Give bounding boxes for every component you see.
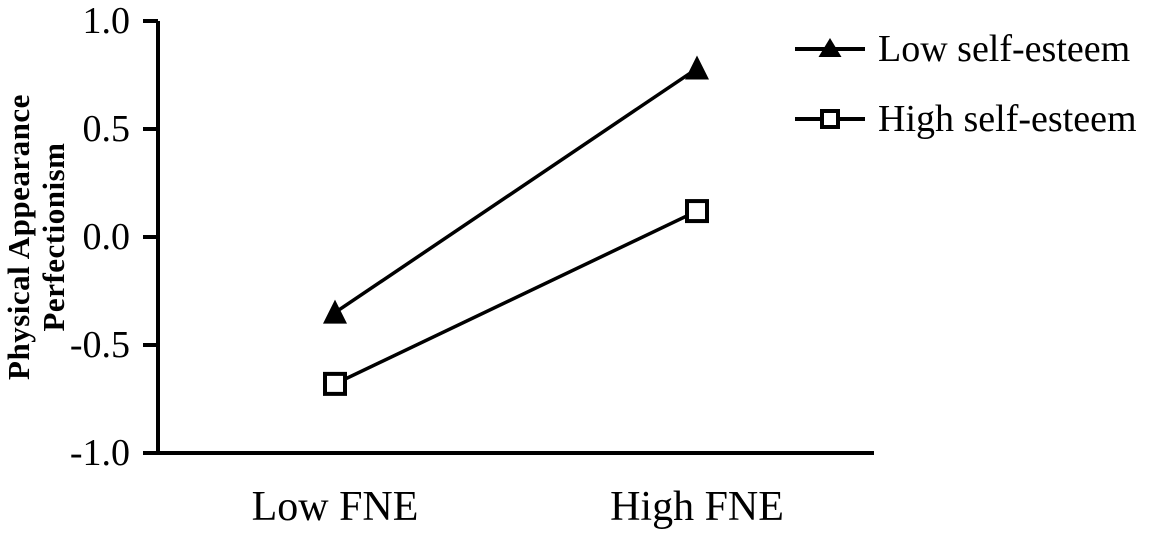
y-tick-label-0.0: 0.0: [82, 216, 131, 258]
data-point-triangle-High FNE: [685, 55, 709, 80]
data-point-square-Low FNE: [323, 371, 347, 396]
data-point-triangle-Low FNE: [323, 299, 347, 324]
legend-item-low-self-esteem: Low self-esteem: [795, 20, 1137, 78]
x-category-label-high-fne: High FNE: [610, 484, 784, 530]
filled-triangle-marker-icon: [795, 38, 865, 57]
y-tick-label-1.0: 1.0: [82, 0, 131, 42]
y-tick-label-0.5: 0.5: [82, 108, 131, 150]
open-square-marker-icon: [795, 109, 865, 129]
legend: Low self-esteem High self-esteem: [795, 20, 1137, 148]
series-line-1: [334, 209, 698, 386]
y-tick-label--1.0: -1.0: [69, 432, 130, 474]
series-line-0: [334, 67, 698, 315]
legend-item-high-self-esteem: High self-esteem: [795, 90, 1137, 148]
y-tick-label--0.5: -0.5: [69, 324, 130, 366]
legend-label-low-self-esteem: Low self-esteem: [878, 28, 1131, 70]
legend-label-high-self-esteem: High self-esteem: [878, 98, 1137, 140]
x-category-label-low-fne: Low FNE: [251, 484, 419, 530]
data-point-square-High FNE: [685, 199, 709, 224]
